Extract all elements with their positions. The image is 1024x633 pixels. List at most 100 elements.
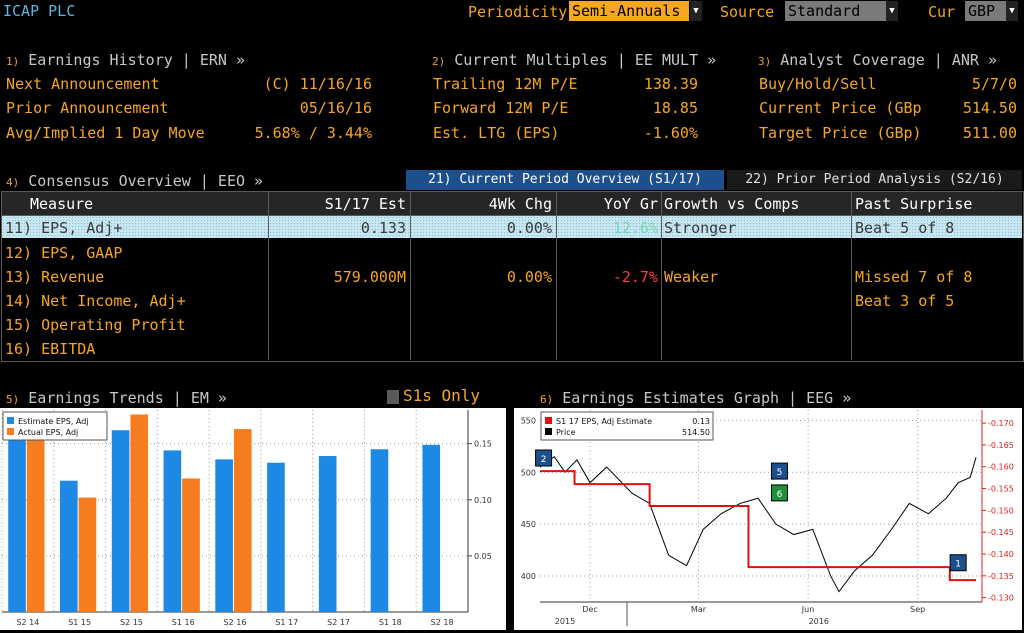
col-divider (410, 192, 411, 360)
legend-label: S1 17 EPS, Adj Estimate (556, 417, 652, 426)
earnings-history-label-2: Avg/Implied 1 Day Move (6, 124, 205, 142)
consensus-header[interactable]: 4) Consensus Overview | EEO » (6, 172, 263, 192)
growth-eps-adj: Stronger (664, 219, 737, 237)
periodicity-dropdown[interactable]: Semi-Annuals (569, 1, 689, 21)
analyst-coverage-title: Analyst Coverage | ANR » (780, 51, 998, 69)
earnings-trends-num: 5) (6, 393, 20, 406)
legend-label: Estimate EPS, Adj (18, 417, 89, 426)
legend-box (2, 411, 108, 441)
col-divider (851, 192, 852, 360)
earnings-history-value-2: 5.68% / 3.44% (254, 124, 372, 142)
earnings-history-header[interactable]: 1) Earnings History | ERN » (6, 51, 245, 71)
tab-prior-period[interactable]: 22) Prior Period Analysis (S2/16) (727, 170, 1022, 190)
measure-eps-gaap[interactable]: 12) EPS, GAAP (5, 244, 123, 262)
source-chevron-down-icon[interactable]: ▼ (886, 1, 898, 21)
source-value: Standard (788, 2, 861, 20)
earnings-history-value-0: (C) 11/16/16 (263, 75, 372, 93)
estimates-graph-header[interactable]: 6) Earnings Estimates Graph | EEG » (540, 389, 851, 409)
bar-actual (182, 478, 200, 612)
surprise-net-income-adj: Beat 3 of 5 (855, 292, 955, 310)
yoy-revenue: -2.7% (612, 268, 658, 286)
earnings-history-value-1: 05/16/16 (299, 99, 372, 117)
measure-eps-adj[interactable]: 11) EPS, Adj+ (5, 219, 123, 237)
surprise-revenue: Missed 7 of 8 (855, 268, 973, 286)
x-tick-label: Mar (691, 605, 707, 614)
s1-only-checkbox[interactable] (387, 390, 399, 404)
x-tick-label: Jun (801, 605, 815, 614)
legend-box (540, 411, 714, 441)
bar-estimate (267, 462, 285, 612)
measure-revenue[interactable]: 13) Revenue (5, 268, 105, 286)
legend-swatch (545, 417, 552, 424)
event-marker-label: 6 (777, 490, 783, 500)
tab-current-period[interactable]: 21) Current Period Overview (S1/17) (406, 170, 724, 190)
legend-swatch (7, 428, 14, 435)
x-tick-label: S2 17 (327, 618, 350, 627)
y-right-tick-label: -0.130 (988, 594, 1014, 603)
x-tick-label: S1 16 (172, 618, 195, 627)
currency-value: GBP (968, 2, 996, 20)
x-tick-label: S1 15 (68, 618, 91, 627)
yoy-eps-adj: 12.6% (612, 219, 658, 237)
currency-dropdown[interactable]: GBP (965, 1, 1008, 21)
consensus-title: Consensus Overview | EEO » (28, 172, 264, 190)
measure-ebitda[interactable]: 16) EBITDA (5, 340, 96, 358)
currency-chevron-down-icon[interactable]: ▼ (1006, 1, 1018, 21)
bar-estimate (163, 450, 182, 612)
event-marker (535, 449, 553, 467)
x-tick-label: S2 16 (224, 618, 247, 627)
bar-actual (26, 421, 45, 612)
chg-eps-adj: 0.00% (506, 219, 552, 237)
y-left-tick-label: 500 (521, 468, 536, 477)
measure-net-income-adj[interactable]: 14) Net Income, Adj+ (5, 292, 186, 310)
earnings-trends-header[interactable]: 5) Earnings Trends | EM » (6, 389, 227, 409)
x-year-label: 2016 (809, 617, 829, 626)
current-multiples-value-1: 18.85 (652, 99, 698, 117)
consensus-table-header-bg (2, 192, 1022, 215)
legend-value: 514.50 (682, 428, 710, 437)
col-header-surprise[interactable]: Past Surprise (855, 195, 973, 213)
y-tick-label: 0.05 (474, 552, 492, 561)
y-tick-label: 0.15 (474, 440, 492, 449)
current-multiples-label-1: Forward 12M P/E (433, 99, 569, 117)
source-dropdown[interactable]: Standard (785, 1, 887, 21)
bar-actual (130, 414, 149, 612)
analyst-coverage-label-1: Current Price (GBp (759, 99, 922, 117)
earnings-history-num: 1) (6, 55, 20, 68)
earnings-history-label-1: Prior Announcement (6, 99, 169, 117)
estimates-graph-chart: 400 450 500 550 -0.130 -0.135 -0.140 -0.145 -0.1… (514, 408, 1022, 630)
bar-estimate (215, 459, 233, 612)
s1-only-label[interactable]: S1s Only (403, 386, 481, 405)
bar-estimate (59, 480, 78, 612)
x-tick-label: S1 18 (379, 618, 402, 627)
col-header-growth[interactable]: Growth vs Comps (664, 195, 800, 213)
y-right-tick-label: -0.170 (988, 419, 1014, 428)
x-tick-label: S2 18 (431, 618, 454, 627)
analyst-coverage-header[interactable]: 3) Analyst Coverage | ANR » (758, 51, 997, 71)
x-tick-label: S1 17 (275, 618, 298, 627)
estimates-graph-title: Earnings Estimates Graph | EEG » (562, 389, 852, 407)
est-revenue: 579.000M (333, 268, 406, 286)
x-tick-label: Sep (910, 605, 925, 614)
analyst-coverage-value-2: 511.00 (962, 124, 1017, 142)
consensus-highlight-row[interactable] (2, 216, 1022, 238)
event-marker (770, 462, 788, 480)
col-header-chg[interactable]: 4Wk Chg (488, 195, 552, 213)
event-marker (949, 554, 967, 572)
current-multiples-header[interactable]: 2) Current Multiples | EE MULT » (432, 51, 716, 71)
bar-actual (233, 429, 252, 612)
col-header-measure[interactable]: Measure (30, 195, 94, 213)
event-marker-label: 1 (955, 560, 961, 570)
current-multiples-value-2: -1.60% (643, 124, 698, 142)
col-header-est[interactable]: S1/17 Est (324, 195, 406, 213)
analyst-coverage-value-0: 5/7/0 (971, 75, 1017, 93)
col-header-yoy[interactable]: YoY Gr (603, 195, 658, 213)
bar-estimate (111, 430, 130, 612)
measure-operating-profit[interactable]: 15) Operating Profit (5, 316, 186, 334)
y-left-tick-label: 400 (521, 572, 536, 581)
earnings-history-label-0: Next Announcement (6, 75, 160, 93)
bar-actual (78, 497, 97, 612)
periodicity-chevron-down-icon[interactable]: ▼ (690, 1, 702, 21)
y-right-tick-label: -0.150 (988, 506, 1014, 515)
y-tick-label: 0.10 (474, 496, 492, 505)
